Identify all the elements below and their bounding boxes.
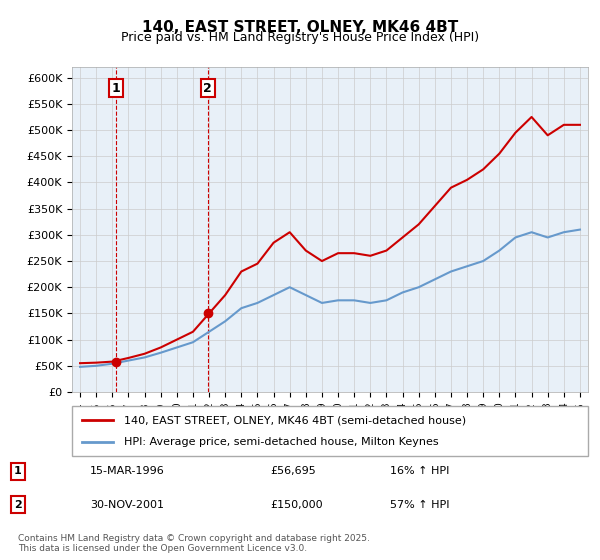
Text: HPI: Average price, semi-detached house, Milton Keynes: HPI: Average price, semi-detached house,… bbox=[124, 437, 438, 447]
Text: 1: 1 bbox=[112, 82, 120, 95]
Text: 140, EAST STREET, OLNEY, MK46 4BT (semi-detached house): 140, EAST STREET, OLNEY, MK46 4BT (semi-… bbox=[124, 415, 466, 425]
Text: 2: 2 bbox=[203, 82, 212, 95]
Text: 15-MAR-1996: 15-MAR-1996 bbox=[90, 466, 165, 476]
Text: Price paid vs. HM Land Registry's House Price Index (HPI): Price paid vs. HM Land Registry's House … bbox=[121, 31, 479, 44]
Text: 2: 2 bbox=[14, 500, 22, 510]
Text: 16% ↑ HPI: 16% ↑ HPI bbox=[390, 466, 449, 476]
Text: 57% ↑ HPI: 57% ↑ HPI bbox=[390, 500, 449, 510]
Text: 140, EAST STREET, OLNEY, MK46 4BT: 140, EAST STREET, OLNEY, MK46 4BT bbox=[142, 20, 458, 35]
Text: 1: 1 bbox=[14, 466, 22, 476]
Text: £56,695: £56,695 bbox=[270, 466, 316, 476]
Text: 30-NOV-2001: 30-NOV-2001 bbox=[90, 500, 164, 510]
Text: £150,000: £150,000 bbox=[270, 500, 323, 510]
FancyBboxPatch shape bbox=[72, 406, 588, 456]
Text: Contains HM Land Registry data © Crown copyright and database right 2025.
This d: Contains HM Land Registry data © Crown c… bbox=[18, 534, 370, 553]
